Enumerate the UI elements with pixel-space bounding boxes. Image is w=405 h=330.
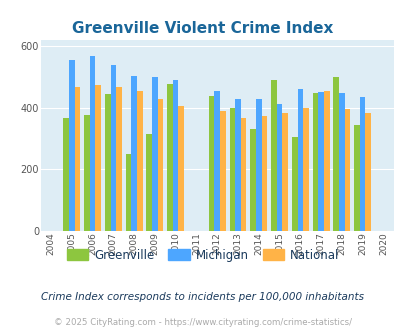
- Bar: [69, 60, 75, 231]
- Bar: [152, 77, 157, 231]
- Bar: [220, 111, 225, 231]
- Bar: [276, 104, 281, 231]
- Bar: [214, 91, 220, 231]
- Bar: [131, 76, 136, 231]
- Legend: Greenville, Michigan, National: Greenville, Michigan, National: [62, 244, 343, 266]
- Bar: [323, 90, 329, 231]
- Bar: [344, 109, 350, 231]
- Text: Crime Index corresponds to incidents per 100,000 inhabitants: Crime Index corresponds to incidents per…: [41, 292, 364, 302]
- Bar: [208, 96, 214, 231]
- Bar: [234, 99, 240, 231]
- Bar: [303, 108, 308, 231]
- Bar: [250, 129, 255, 231]
- Bar: [126, 154, 131, 231]
- Bar: [173, 80, 178, 231]
- Bar: [104, 94, 110, 231]
- Bar: [63, 118, 69, 231]
- Bar: [271, 80, 276, 231]
- Bar: [84, 115, 90, 231]
- Bar: [364, 113, 370, 231]
- Bar: [359, 97, 364, 231]
- Bar: [157, 99, 163, 231]
- Bar: [261, 116, 266, 231]
- Bar: [167, 84, 173, 231]
- Bar: [229, 109, 234, 231]
- Bar: [291, 138, 297, 231]
- Bar: [110, 65, 116, 231]
- Bar: [333, 77, 338, 231]
- Bar: [281, 113, 287, 231]
- Bar: [75, 86, 80, 231]
- Text: © 2025 CityRating.com - https://www.cityrating.com/crime-statistics/: © 2025 CityRating.com - https://www.city…: [54, 318, 351, 327]
- Bar: [338, 93, 344, 231]
- Bar: [318, 92, 323, 231]
- Bar: [178, 106, 183, 231]
- Text: Greenville Violent Crime Index: Greenville Violent Crime Index: [72, 21, 333, 36]
- Bar: [95, 85, 101, 231]
- Bar: [90, 56, 95, 231]
- Bar: [354, 125, 359, 231]
- Bar: [255, 99, 261, 231]
- Bar: [146, 134, 152, 231]
- Bar: [240, 118, 246, 231]
- Bar: [116, 87, 121, 231]
- Bar: [297, 89, 303, 231]
- Bar: [312, 93, 318, 231]
- Bar: [136, 91, 142, 231]
